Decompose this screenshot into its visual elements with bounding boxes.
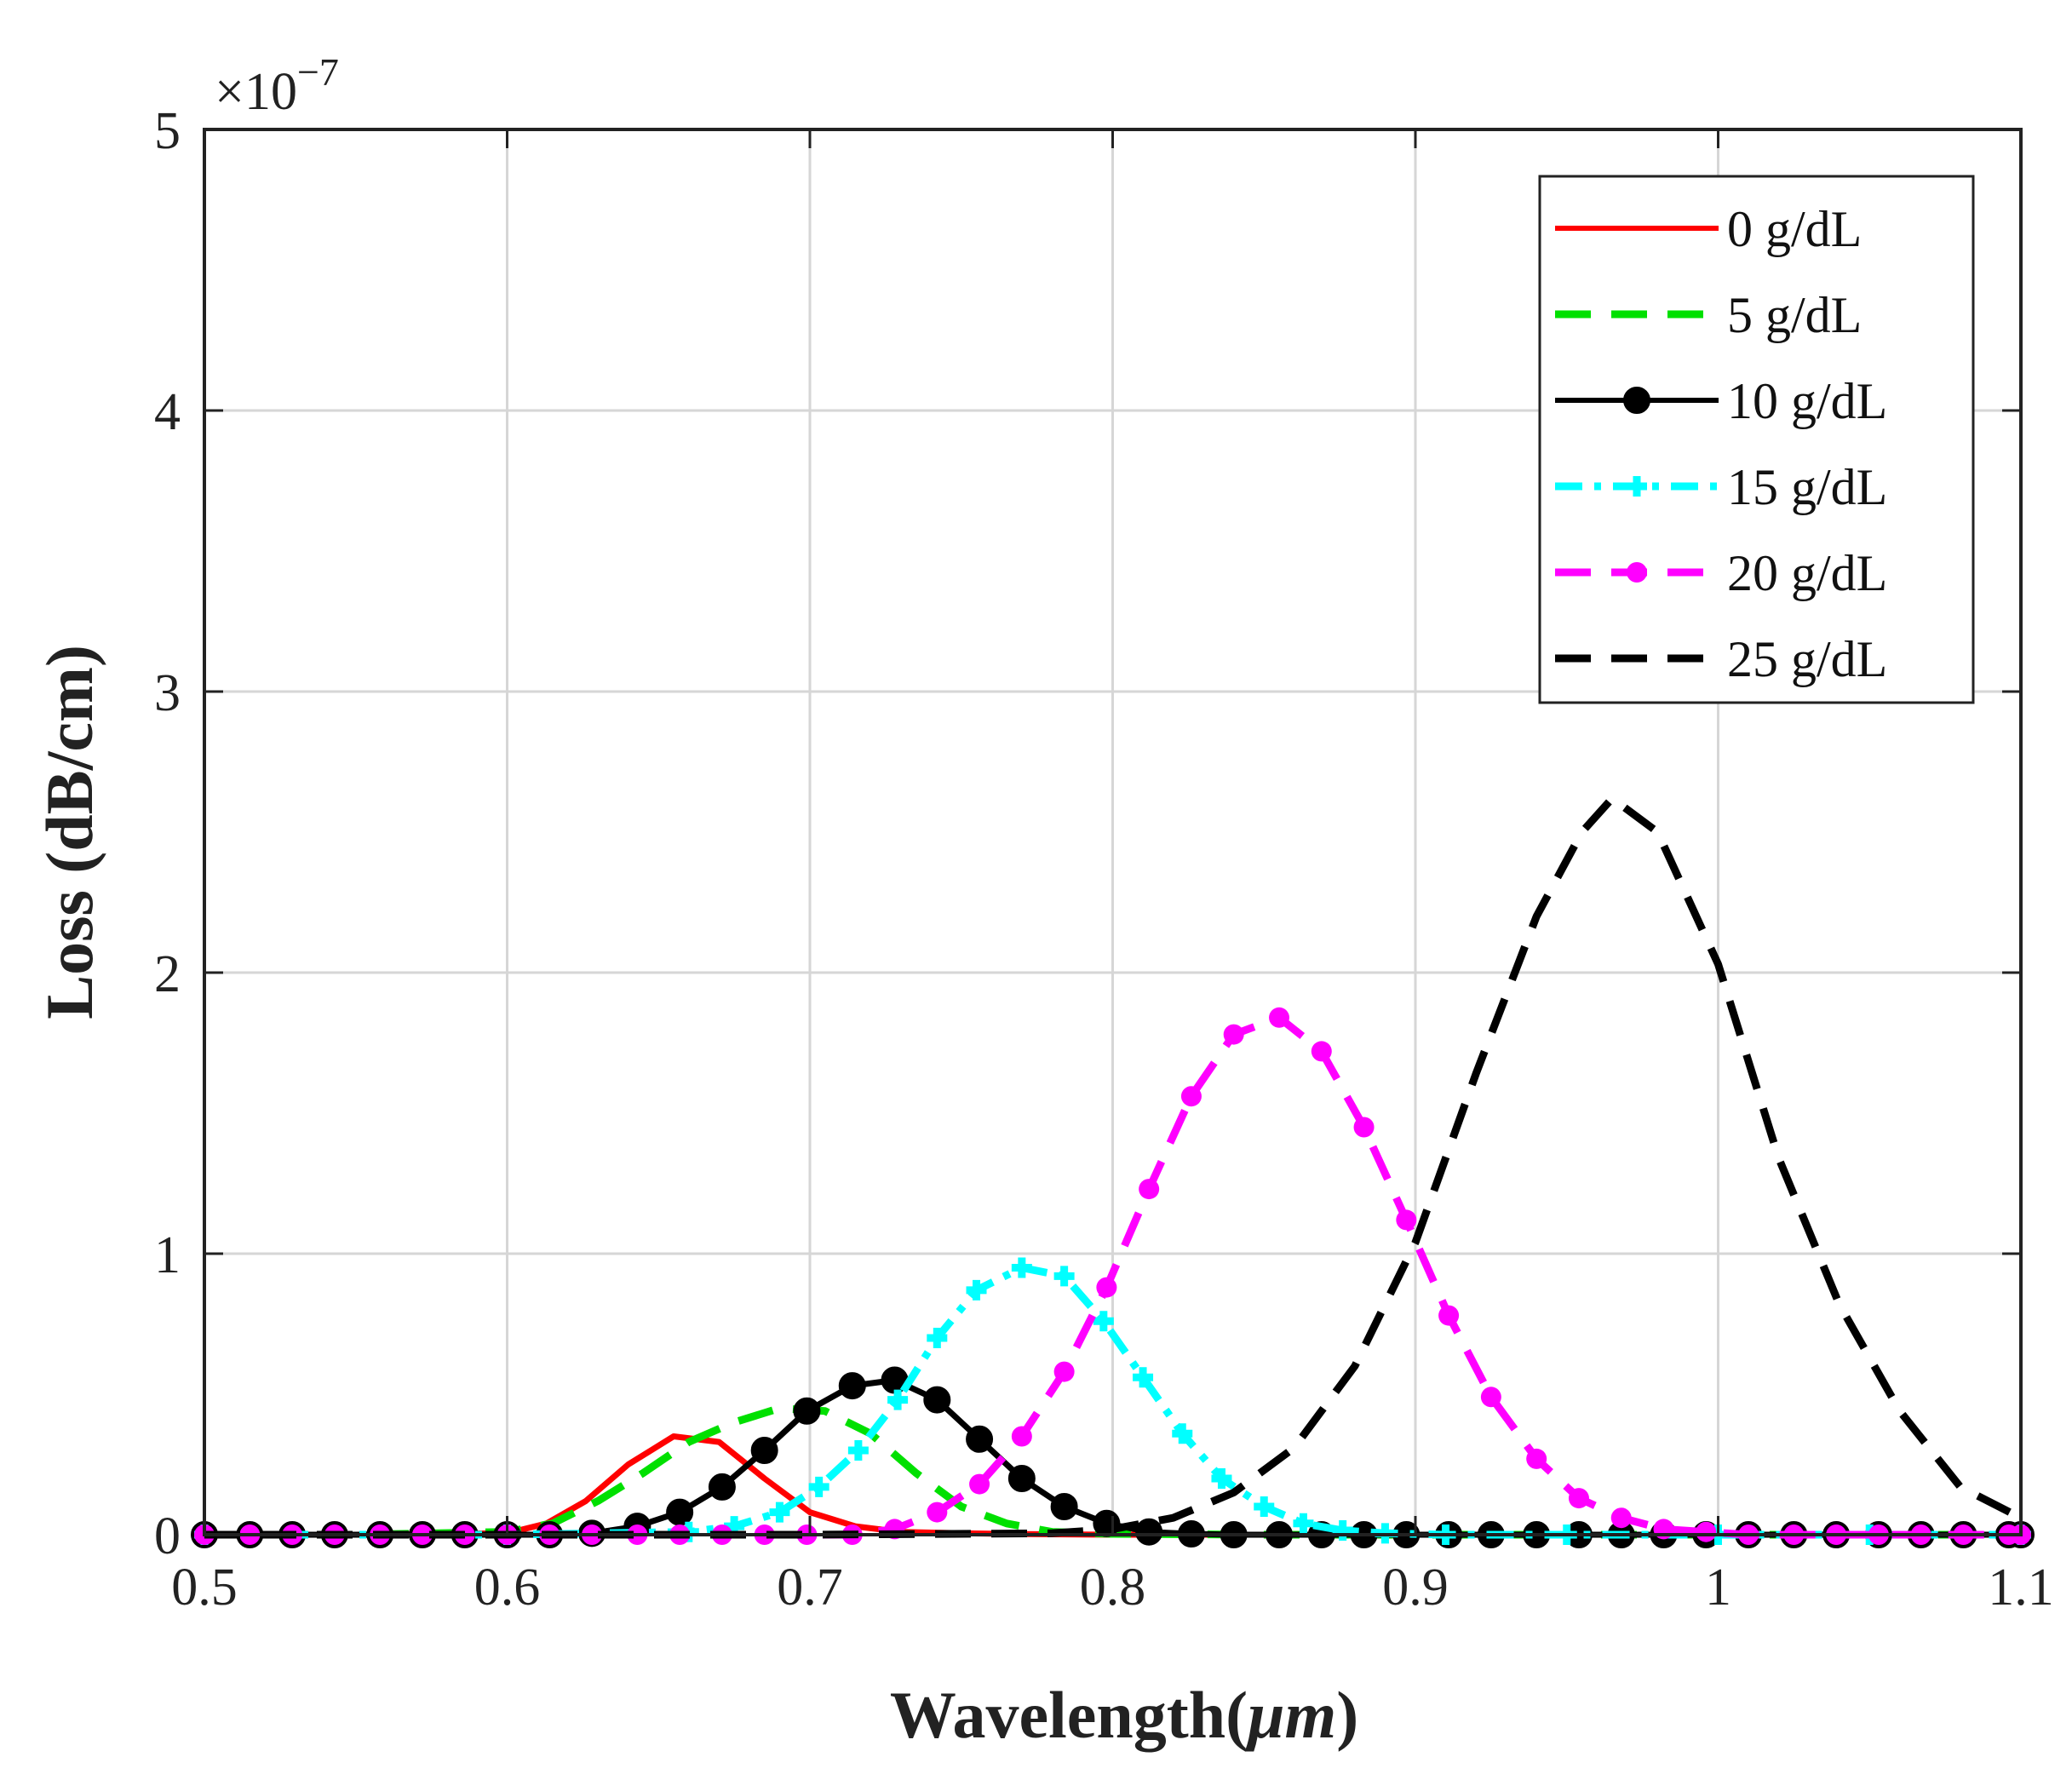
data-point [1396, 1209, 1417, 1231]
data-point [708, 1473, 736, 1501]
legend-label: 0 g/dL [1727, 201, 1862, 257]
legend-marker [1623, 387, 1650, 414]
x-tick-label: 1.1 [1988, 1559, 2054, 1616]
data-point [1007, 1465, 1036, 1492]
data-point [887, 1389, 909, 1410]
legend-item: 5 g/dL [1555, 287, 1862, 343]
data-point [1332, 1520, 1353, 1542]
data-point [1211, 1468, 1232, 1489]
data-point [1610, 1507, 1632, 1529]
data-point [750, 1437, 778, 1464]
data-point [1053, 1266, 1075, 1287]
y-multiplier-label: ×10−7 [215, 50, 339, 121]
x-tick-label: 1 [1705, 1559, 1731, 1616]
legend-label: 20 g/dL [1727, 545, 1887, 601]
data-point [927, 1328, 948, 1348]
data-point [1172, 1423, 1193, 1444]
y-tick-label: 1 [154, 1226, 181, 1284]
legend-label: 15 g/dL [1727, 459, 1887, 515]
legend: 0 g/dL 5 g/dL 10 g/dL 15 g/dL 20 g/dL 25 g/dL [1538, 175, 1975, 704]
y-tick-label: 2 [154, 945, 181, 1003]
axis-ticks: 0.5 0.6 0.7 0.8 0.9 1 1.1 0 1 2 3 4 5 [154, 102, 2054, 1616]
legend-label: 10 g/dL [1727, 373, 1887, 429]
legend-item: 0 g/dL [1555, 201, 1862, 257]
data-point [1269, 1007, 1290, 1028]
data-point [1293, 1513, 1314, 1534]
data-point [1480, 1387, 1501, 1408]
legend-label: 25 g/dL [1727, 631, 1887, 687]
data-point [838, 1372, 866, 1400]
data-point [1568, 1488, 1589, 1509]
data-point [1254, 1496, 1275, 1517]
data-point [1696, 1521, 1717, 1542]
data-point [1526, 1448, 1547, 1469]
x-tick-label: 0.8 [1080, 1559, 1146, 1616]
data-point [847, 1440, 869, 1461]
series-line [204, 794, 2023, 1539]
data-point [1180, 1086, 1202, 1107]
series-5 [204, 794, 2023, 1539]
x-tick-label: 0.5 [171, 1559, 238, 1616]
y-axis-title: Loss (dB/cm) [32, 645, 106, 1019]
legend-item: 25 g/dL [1555, 631, 1887, 687]
data-point [808, 1476, 829, 1497]
legend-marker [1627, 476, 1647, 497]
data-point [1011, 1426, 1032, 1447]
data-point [1011, 1257, 1032, 1278]
data-point [966, 1279, 987, 1301]
legend-item: 20 g/dL [1555, 545, 1887, 601]
y-tick-label: 0 [154, 1507, 181, 1565]
y-tick-label: 5 [154, 102, 181, 160]
data-point [1438, 1305, 1460, 1326]
data-point [1223, 1024, 1244, 1045]
data-point [1135, 1518, 1163, 1546]
data-point [1311, 1041, 1332, 1062]
x-axis-title: Wavelength(μm) [890, 1678, 1358, 1752]
x-tick-label: 0.9 [1382, 1559, 1449, 1616]
data-point [966, 1425, 994, 1453]
data-point [1096, 1277, 1117, 1298]
data-point [666, 1498, 694, 1526]
legend-marker [1627, 562, 1647, 583]
legend-item: 10 g/dL [1555, 373, 1887, 429]
x-tick-label: 0.6 [474, 1559, 541, 1616]
data-point [1050, 1493, 1078, 1520]
y-tick-label: 4 [154, 383, 181, 441]
y-tick-label: 3 [154, 664, 181, 722]
data-point [793, 1397, 821, 1425]
data-point [1133, 1367, 1154, 1388]
data-point [769, 1502, 790, 1523]
x-tick-label: 0.7 [777, 1559, 843, 1616]
data-point [1053, 1361, 1075, 1382]
data-point [923, 1386, 951, 1414]
data-point [927, 1502, 948, 1523]
data-point [969, 1473, 990, 1495]
legend-item: 15 g/dL [1555, 459, 1887, 515]
data-point [1139, 1179, 1160, 1200]
legend-box [1538, 175, 1975, 704]
data-point [1093, 1311, 1114, 1332]
data-point [1353, 1117, 1375, 1138]
legend-label: 5 g/dL [1727, 287, 1862, 343]
